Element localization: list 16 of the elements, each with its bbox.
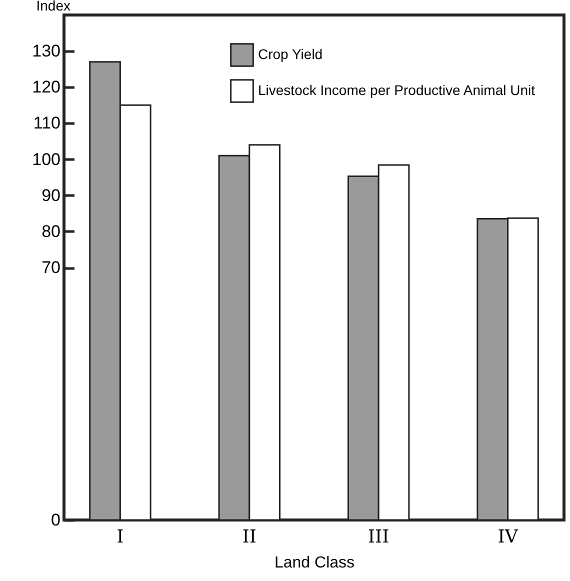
y-tick-label: 0	[51, 510, 60, 530]
y-axis-title: Index	[36, 0, 70, 14]
y-tick-label: 100	[32, 150, 60, 169]
x-tick-label: I	[116, 526, 124, 548]
y-tick-label: 70	[42, 258, 60, 277]
x-axis-title: Land Class	[274, 554, 355, 572]
x-tick-label: III	[368, 526, 390, 548]
legend-label: Crop Yield	[258, 46, 323, 62]
x-tick-label: IV	[498, 526, 519, 548]
x-tick-label: II	[242, 526, 257, 548]
y-tick-label: 110	[33, 114, 60, 133]
y-tick-label: 130	[32, 42, 60, 61]
y-tick-label: 90	[42, 186, 60, 205]
y-tick-label: 80	[42, 222, 60, 241]
legend-label: Livestock Income per Productive Animal Unit	[258, 82, 536, 98]
y-tick-label: 120	[32, 78, 60, 97]
